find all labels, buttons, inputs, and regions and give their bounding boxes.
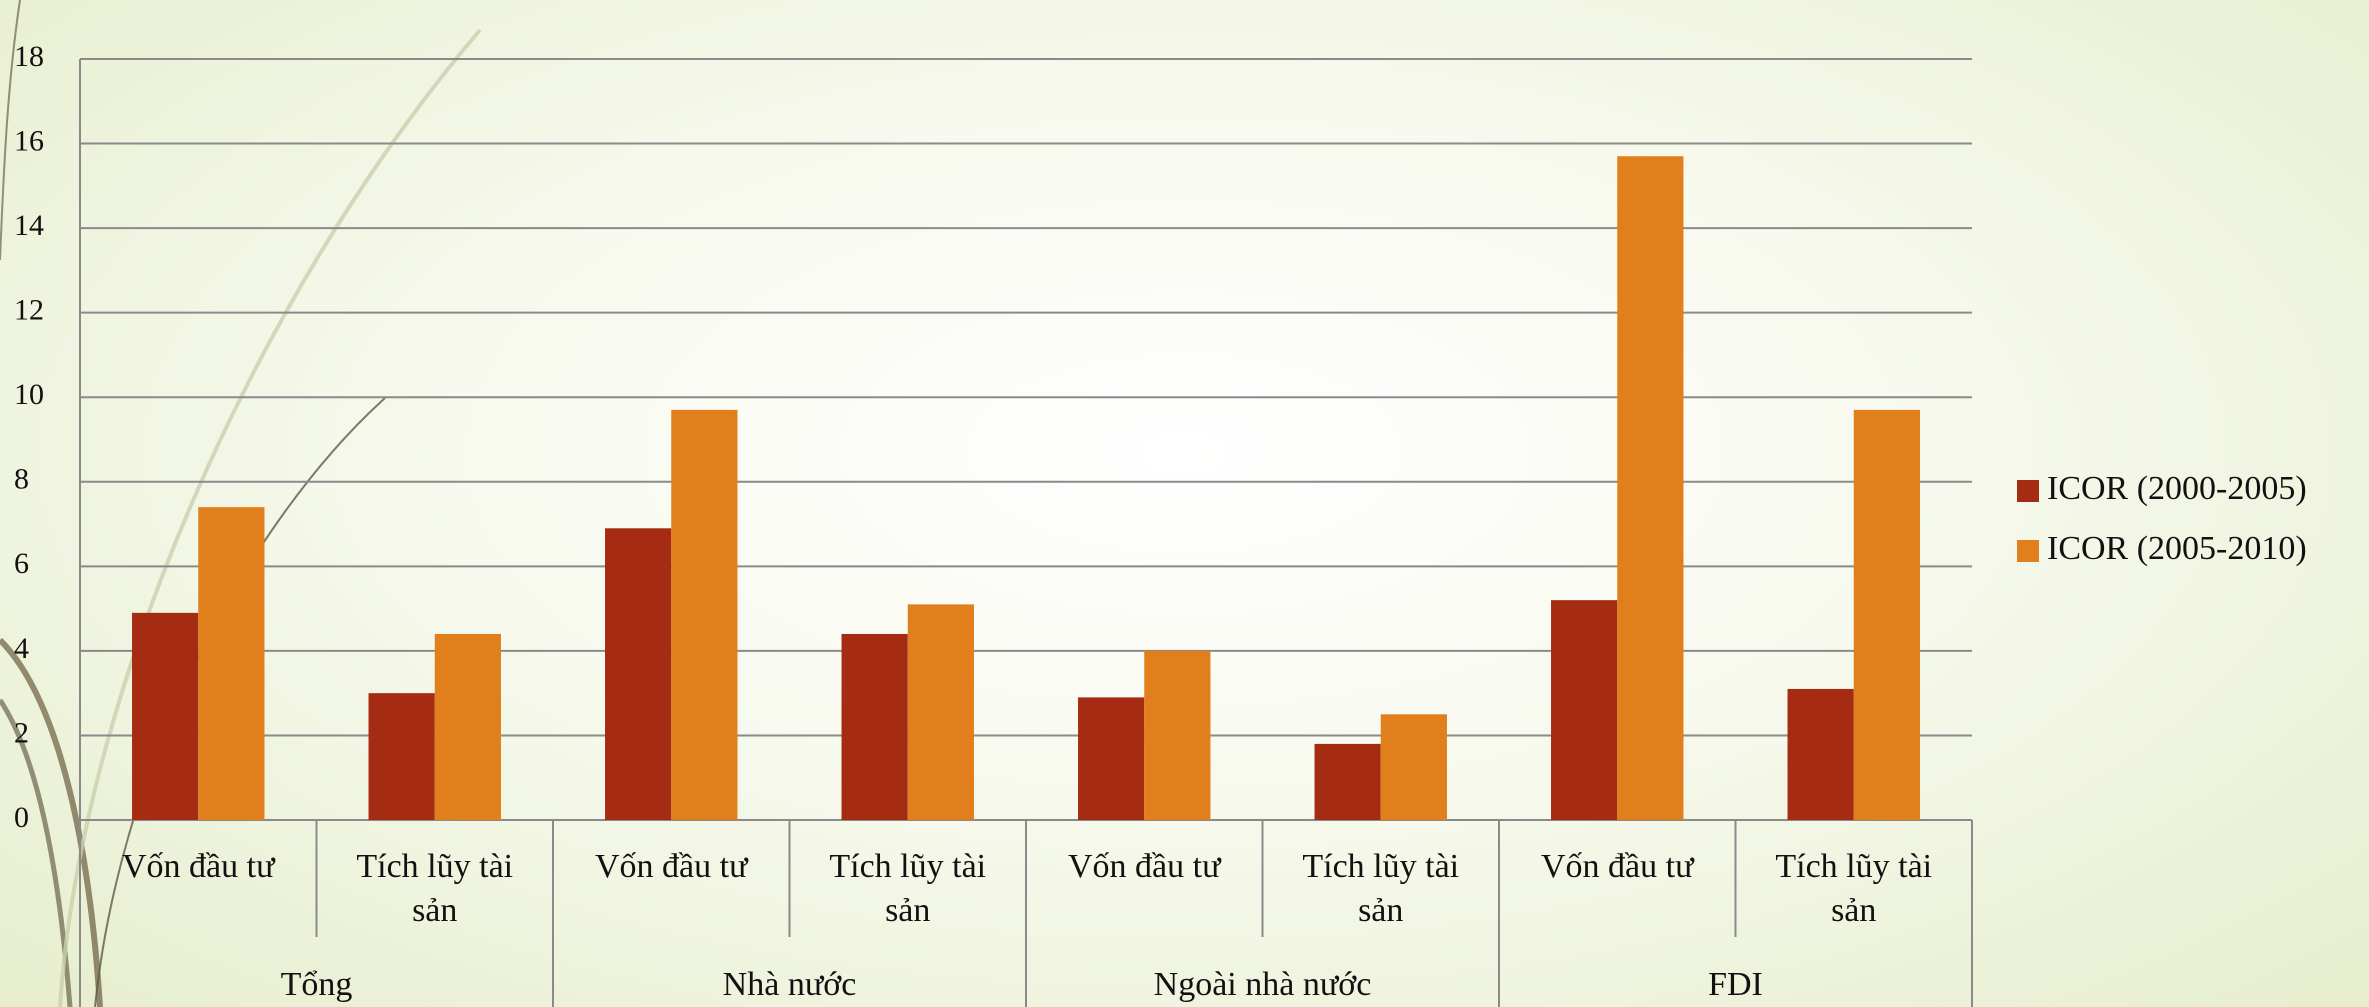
bar	[368, 693, 435, 820]
group-label: Nhà nước	[722, 966, 857, 1003]
bar	[1551, 600, 1618, 820]
y-tick-label: 14	[14, 209, 44, 242]
bar	[434, 633, 501, 820]
y-tick-label: 6	[14, 547, 29, 580]
x-tick-label: Tích lũy tài sản	[1302, 848, 1460, 929]
y-tick-label: 8	[14, 463, 29, 496]
y-tick-label: 16	[14, 124, 44, 157]
x-tick-label: Vốn đầu tư	[1540, 848, 1694, 885]
legend-swatch	[2017, 540, 2039, 562]
bar	[1314, 743, 1381, 820]
x-tick-label: Tích lũy tài sản	[1775, 848, 1933, 929]
y-tick-label: 10	[14, 378, 44, 411]
legend-label: ICOR (2005-2010)	[2047, 530, 2307, 567]
bar	[1380, 714, 1447, 820]
legend-label: ICOR (2000-2005)	[2047, 470, 2307, 507]
bar	[132, 612, 199, 820]
bar	[1617, 156, 1684, 820]
bar	[1787, 688, 1854, 820]
bar	[198, 507, 265, 820]
bar	[1144, 650, 1211, 820]
y-tick-label: 0	[14, 801, 29, 834]
group-label: FDI	[1708, 966, 1763, 1003]
bar	[1078, 697, 1145, 820]
x-tick-label: Vốn đầu tư	[594, 848, 748, 885]
x-tick-label: Tích lũy tài sản	[829, 848, 987, 929]
x-tick-label: Vốn đầu tư	[121, 848, 275, 885]
x-tick-label: Vốn đầu tư	[1067, 848, 1221, 885]
y-tick-label: 4	[14, 632, 29, 665]
legend-swatch	[2017, 480, 2039, 502]
group-label: Tổng	[280, 966, 353, 1003]
bar	[605, 528, 672, 820]
decoration	[0, 0, 482, 1007]
x-tick-label: Tích lũy tài sản	[356, 848, 514, 929]
bar	[671, 409, 738, 820]
y-tick-label: 12	[14, 294, 44, 327]
group-label: Ngoài nhà nước	[1153, 966, 1372, 1003]
y-tick-label: 18	[14, 40, 44, 73]
bar	[1853, 409, 1920, 820]
bar	[907, 604, 974, 820]
bar	[841, 633, 908, 820]
y-tick-label: 2	[14, 716, 29, 749]
